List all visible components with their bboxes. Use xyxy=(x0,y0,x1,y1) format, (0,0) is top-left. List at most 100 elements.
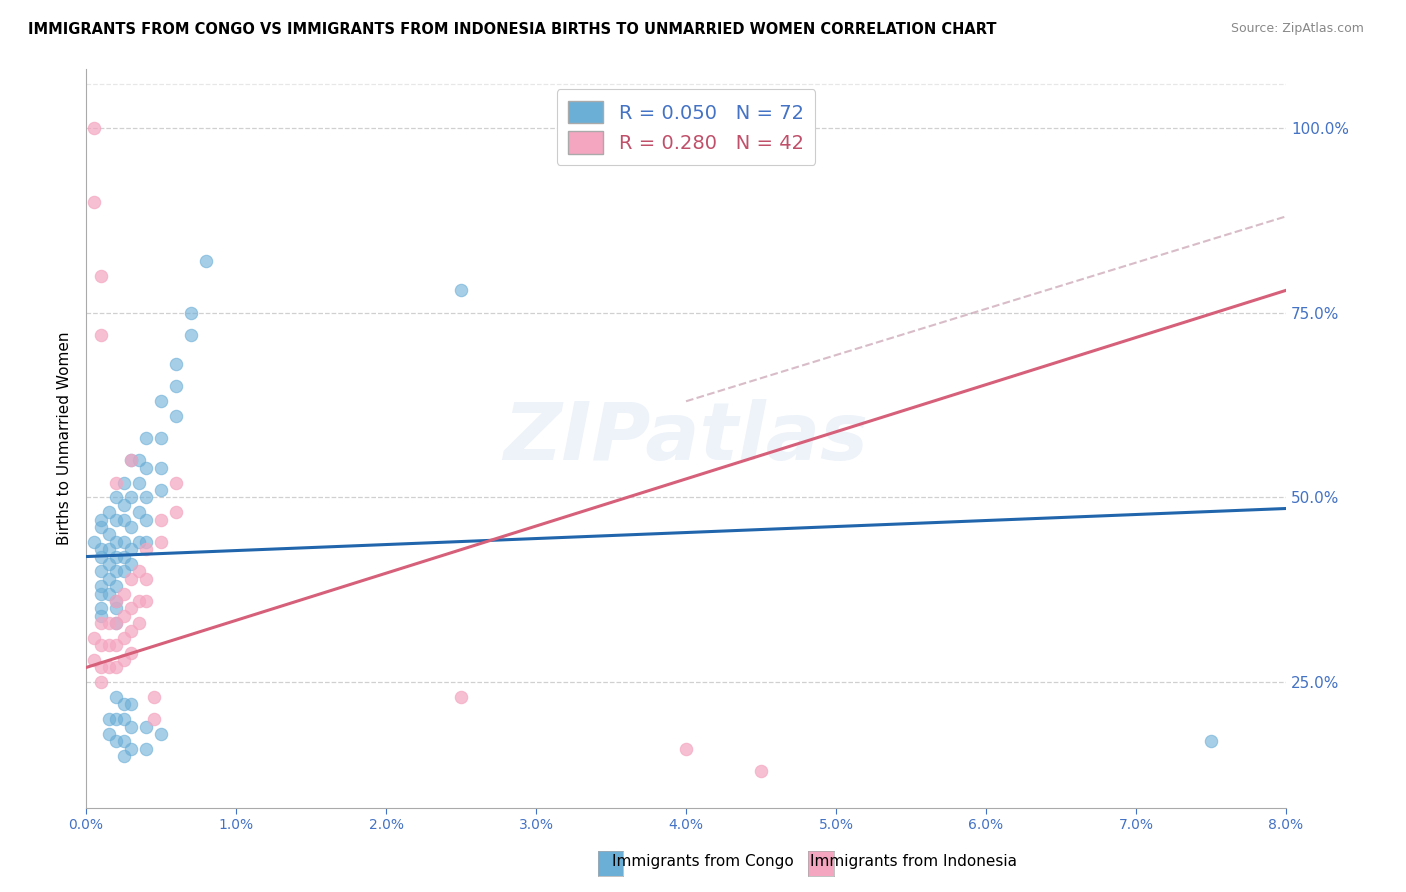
Point xyxy=(120,646,142,660)
Point xyxy=(97,638,120,652)
Point xyxy=(90,660,112,674)
Point xyxy=(1199,734,1222,748)
Point xyxy=(120,572,142,586)
Point xyxy=(142,712,165,726)
Point xyxy=(128,534,150,549)
Point xyxy=(90,675,112,690)
Point xyxy=(165,505,187,519)
Point xyxy=(120,491,142,505)
Point xyxy=(165,475,187,490)
Point xyxy=(105,712,128,726)
Point xyxy=(90,601,112,615)
Point xyxy=(135,460,157,475)
Point xyxy=(112,749,135,764)
Y-axis label: Births to Unmarried Women: Births to Unmarried Women xyxy=(58,332,72,545)
Point xyxy=(97,557,120,571)
Legend: R = 0.050   N = 72, R = 0.280   N = 42: R = 0.050 N = 72, R = 0.280 N = 42 xyxy=(557,89,815,165)
Point xyxy=(90,616,112,631)
Point xyxy=(112,513,135,527)
Point xyxy=(105,616,128,631)
Point xyxy=(112,475,135,490)
Point xyxy=(97,727,120,741)
Point xyxy=(120,557,142,571)
Point xyxy=(150,534,173,549)
Point xyxy=(90,549,112,564)
Point xyxy=(105,565,128,579)
Point xyxy=(105,594,128,608)
Point xyxy=(97,616,120,631)
Point xyxy=(675,741,697,756)
Point xyxy=(150,513,173,527)
Point xyxy=(135,572,157,586)
Point xyxy=(90,520,112,534)
Point xyxy=(180,305,202,319)
Text: Immigrants from Congo: Immigrants from Congo xyxy=(612,854,794,869)
Point xyxy=(112,498,135,512)
Point xyxy=(120,520,142,534)
Point xyxy=(749,764,772,778)
Point xyxy=(450,690,472,704)
Point xyxy=(112,734,135,748)
Point xyxy=(120,453,142,467)
Point xyxy=(150,394,173,409)
Point xyxy=(135,542,157,557)
Point xyxy=(165,357,187,371)
Point xyxy=(90,608,112,623)
Point xyxy=(112,549,135,564)
Point xyxy=(105,513,128,527)
Point xyxy=(128,565,150,579)
Point xyxy=(105,734,128,748)
Point xyxy=(90,513,112,527)
Text: Source: ZipAtlas.com: Source: ZipAtlas.com xyxy=(1230,22,1364,36)
Point xyxy=(128,505,150,519)
Point xyxy=(150,431,173,445)
Point xyxy=(142,690,165,704)
Point xyxy=(120,624,142,638)
Point xyxy=(150,483,173,497)
Point xyxy=(90,579,112,593)
Point xyxy=(97,712,120,726)
Point xyxy=(105,534,128,549)
Point xyxy=(105,616,128,631)
Point xyxy=(135,513,157,527)
Point xyxy=(120,720,142,734)
Text: Immigrants from Indonesia: Immigrants from Indonesia xyxy=(810,854,1018,869)
Point xyxy=(97,572,120,586)
Point xyxy=(150,727,173,741)
Point xyxy=(135,741,157,756)
Point xyxy=(97,542,120,557)
Point xyxy=(135,534,157,549)
Point xyxy=(135,720,157,734)
Point xyxy=(128,594,150,608)
Point xyxy=(450,284,472,298)
Point xyxy=(112,565,135,579)
Point xyxy=(83,120,105,135)
Point xyxy=(105,491,128,505)
Point xyxy=(97,586,120,600)
Point xyxy=(180,327,202,342)
Point xyxy=(105,549,128,564)
Point xyxy=(90,586,112,600)
Point xyxy=(112,631,135,645)
Point xyxy=(112,698,135,712)
Point xyxy=(83,534,105,549)
Point xyxy=(90,542,112,557)
Point xyxy=(83,653,105,667)
Text: ZIPatlas: ZIPatlas xyxy=(503,400,869,477)
Point xyxy=(90,268,112,283)
Point xyxy=(97,527,120,541)
Point xyxy=(128,475,150,490)
Point xyxy=(135,431,157,445)
Point xyxy=(120,698,142,712)
Point xyxy=(105,579,128,593)
Point xyxy=(120,542,142,557)
Point xyxy=(128,453,150,467)
Point xyxy=(165,379,187,393)
Point xyxy=(165,409,187,423)
Point xyxy=(83,631,105,645)
Point xyxy=(128,616,150,631)
Point xyxy=(112,712,135,726)
Point xyxy=(105,594,128,608)
Point xyxy=(97,505,120,519)
Point xyxy=(105,690,128,704)
